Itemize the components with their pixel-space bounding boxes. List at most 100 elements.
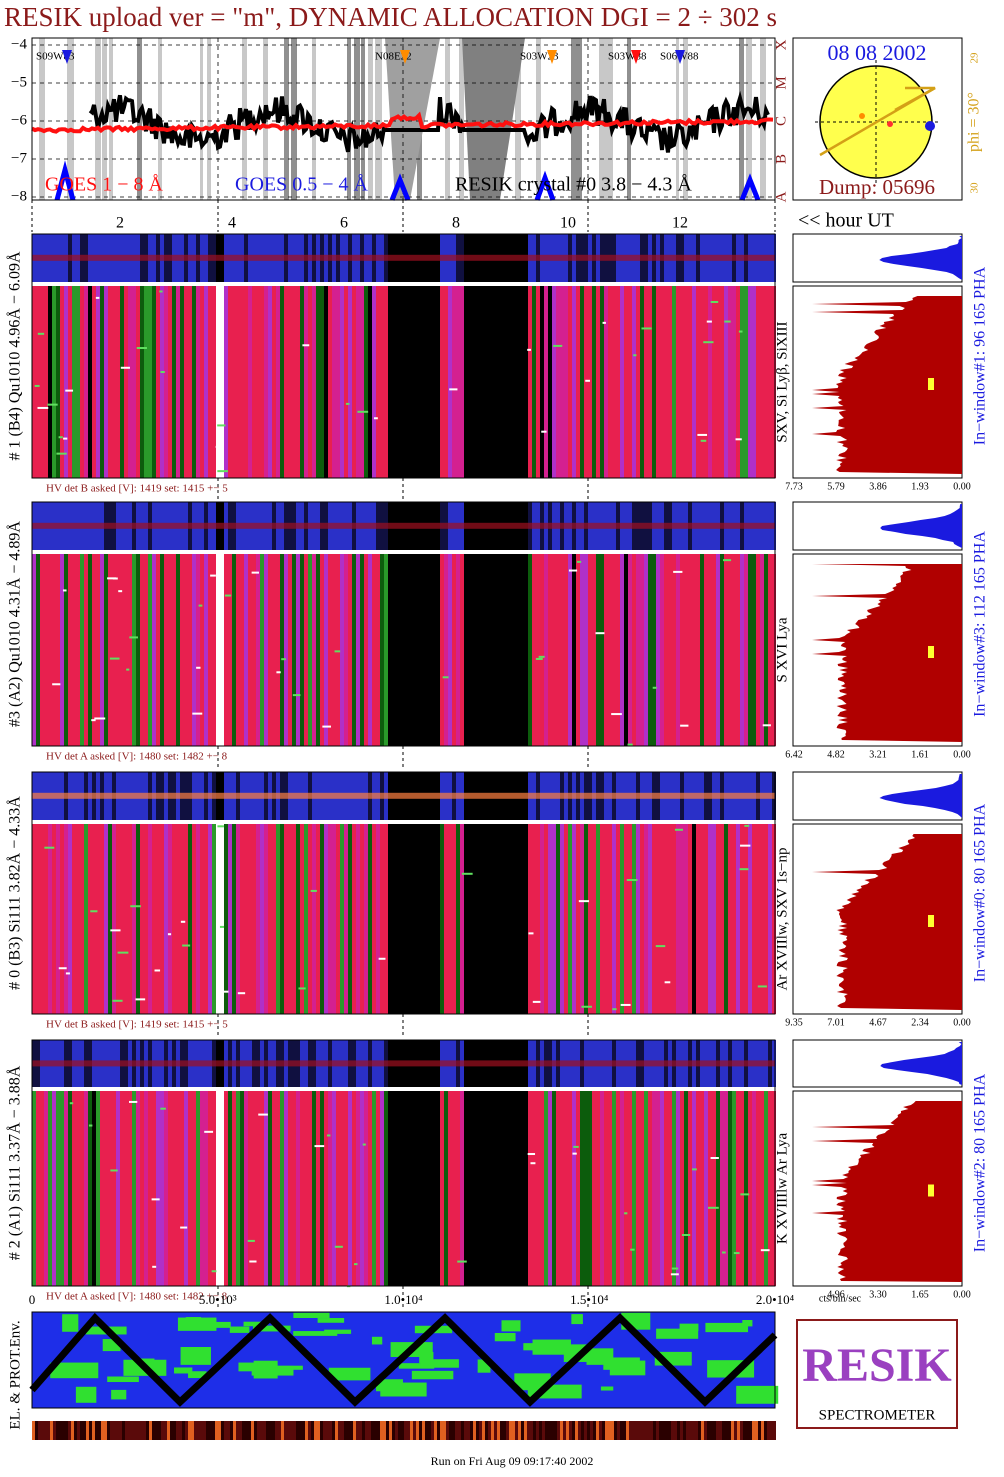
spectrogram-cell: [612, 1091, 616, 1286]
spectrogram-cell: [196, 824, 200, 1014]
spectrogram-cell: [440, 824, 444, 1014]
activity-cell: [350, 1421, 353, 1440]
spectrogram-speck: [160, 371, 165, 374]
spectrogram-cell: [456, 824, 460, 1014]
spectrogram-speck: [310, 889, 317, 892]
spectrogram-cell: [572, 824, 576, 1014]
env-blob: [736, 1385, 779, 1404]
activity-cell: [467, 1421, 470, 1440]
activity-cell: [146, 1421, 149, 1440]
spectrogram-cell: [764, 554, 768, 746]
hv-label: HV det B asked [V]: 1419 set: 1415 +− 5: [46, 483, 228, 495]
spectrogram-cell: [716, 286, 720, 478]
spectrogram-cell: [212, 286, 216, 478]
spectrogram-cell: [196, 1091, 200, 1286]
spectrogram-cell: [560, 824, 564, 1014]
spectrogram-cell: [188, 1091, 192, 1286]
spectrogram-cell: [764, 286, 768, 478]
spectrogram-cell: [492, 286, 496, 478]
spectrogram-cell: [124, 824, 128, 1014]
spectrogram-speck: [314, 1145, 325, 1148]
activity-cell: [368, 1421, 371, 1440]
activity-cell: [521, 1421, 524, 1440]
spectrogram-cell: [592, 1091, 596, 1286]
spectrogram-cell: [752, 286, 756, 478]
spectrogram-cell: [320, 824, 324, 1014]
hv-label: HV det B asked [V]: 1419 set: 1415 +− 5: [46, 1019, 228, 1031]
activity-cell: [656, 1421, 659, 1440]
spectrogram-cell: [744, 824, 748, 1014]
spectrogram-cell: [648, 1091, 652, 1286]
spectrogram-cell: [288, 824, 292, 1014]
spectrogram-cell: [676, 824, 680, 1014]
activity-cell: [680, 1421, 683, 1440]
spectrogram-cell: [588, 286, 592, 478]
spectrogram-cell: [504, 1091, 508, 1286]
goes-y-tick-label: −4: [11, 36, 27, 52]
spectrogram-cell: [440, 554, 444, 746]
spectrogram-cell: [620, 1091, 624, 1286]
spectrogram-cell: [424, 286, 428, 478]
spectrogram-cell: [704, 824, 708, 1014]
goes-y-tick-label: −8: [11, 188, 27, 204]
hist-marker: [928, 1184, 934, 1197]
spectrogram-speck: [461, 872, 473, 875]
count-tick-label: 1.5•10⁴: [570, 1292, 609, 1307]
spectrogram-cell: [140, 824, 144, 1014]
activity-cell: [290, 1421, 293, 1440]
spectrogram-cell: [284, 554, 288, 746]
activity-cell: [239, 1421, 242, 1440]
spectrogram-speck: [215, 445, 220, 448]
spectrogram-cell: [236, 554, 240, 746]
activity-cell: [638, 1421, 641, 1440]
spectrogram-cell: [764, 1091, 768, 1286]
activity-cell: [227, 1421, 230, 1440]
spectrogram-cell: [248, 286, 252, 478]
activity-cell: [128, 1421, 131, 1440]
activity-cell: [380, 1421, 383, 1440]
spectrogram-cell: [284, 824, 288, 1014]
activity-cell: [671, 1421, 674, 1440]
spectrogram-cell: [180, 824, 184, 1014]
spectrogram-cell: [596, 1091, 600, 1286]
spectrogram-cell: [32, 824, 36, 1014]
spectrogram-cell: [544, 286, 548, 478]
spectrogram-cell: [724, 286, 728, 478]
activity-cell: [449, 1421, 452, 1440]
activity-cell: [659, 1421, 662, 1440]
spectrogram-speck: [182, 944, 191, 947]
spectrogram-cell: [48, 554, 52, 746]
spectrogram-cell: [384, 1091, 388, 1286]
activity-cell: [86, 1421, 89, 1440]
spectrogram-cell: [64, 1091, 68, 1286]
spectrogram-cell: [344, 554, 348, 746]
spectrogram-cell: [684, 554, 688, 746]
activity-cell: [167, 1421, 170, 1440]
spectrogram-cell: [268, 286, 272, 478]
spectrogram-cell: [168, 286, 172, 478]
spectrogram-cell: [120, 554, 124, 746]
spectrogram-cell: [260, 286, 264, 478]
activity-cell: [56, 1421, 59, 1440]
spectrogram-cell: [464, 824, 468, 1014]
activity-cell: [317, 1421, 320, 1440]
spectrogram-cell: [128, 286, 132, 478]
activity-cell: [524, 1421, 527, 1440]
spectrogram-cell: [388, 1091, 392, 1286]
title: RESIK upload ver = "m", DYNAMIC ALLOCATI…: [4, 2, 777, 32]
spectrogram-speck: [630, 1248, 635, 1251]
spectrogram-cell: [696, 286, 700, 478]
spectrogram-speck: [553, 344, 563, 347]
spectrogram-speck: [532, 1000, 541, 1003]
activity-cell: [164, 1421, 167, 1440]
spectrogram-cell: [244, 824, 248, 1014]
logo-frame: [796, 1319, 958, 1429]
activity-cell: [320, 1421, 323, 1440]
spectrogram-cell: [72, 824, 76, 1014]
spectrogram-cell: [512, 824, 516, 1014]
env-blob: [571, 1314, 583, 1325]
spectrogram-cell: [664, 824, 668, 1014]
spectrogram-cell: [228, 554, 232, 746]
activity-cell: [119, 1421, 122, 1440]
spectrogram-cell: [320, 1091, 324, 1286]
